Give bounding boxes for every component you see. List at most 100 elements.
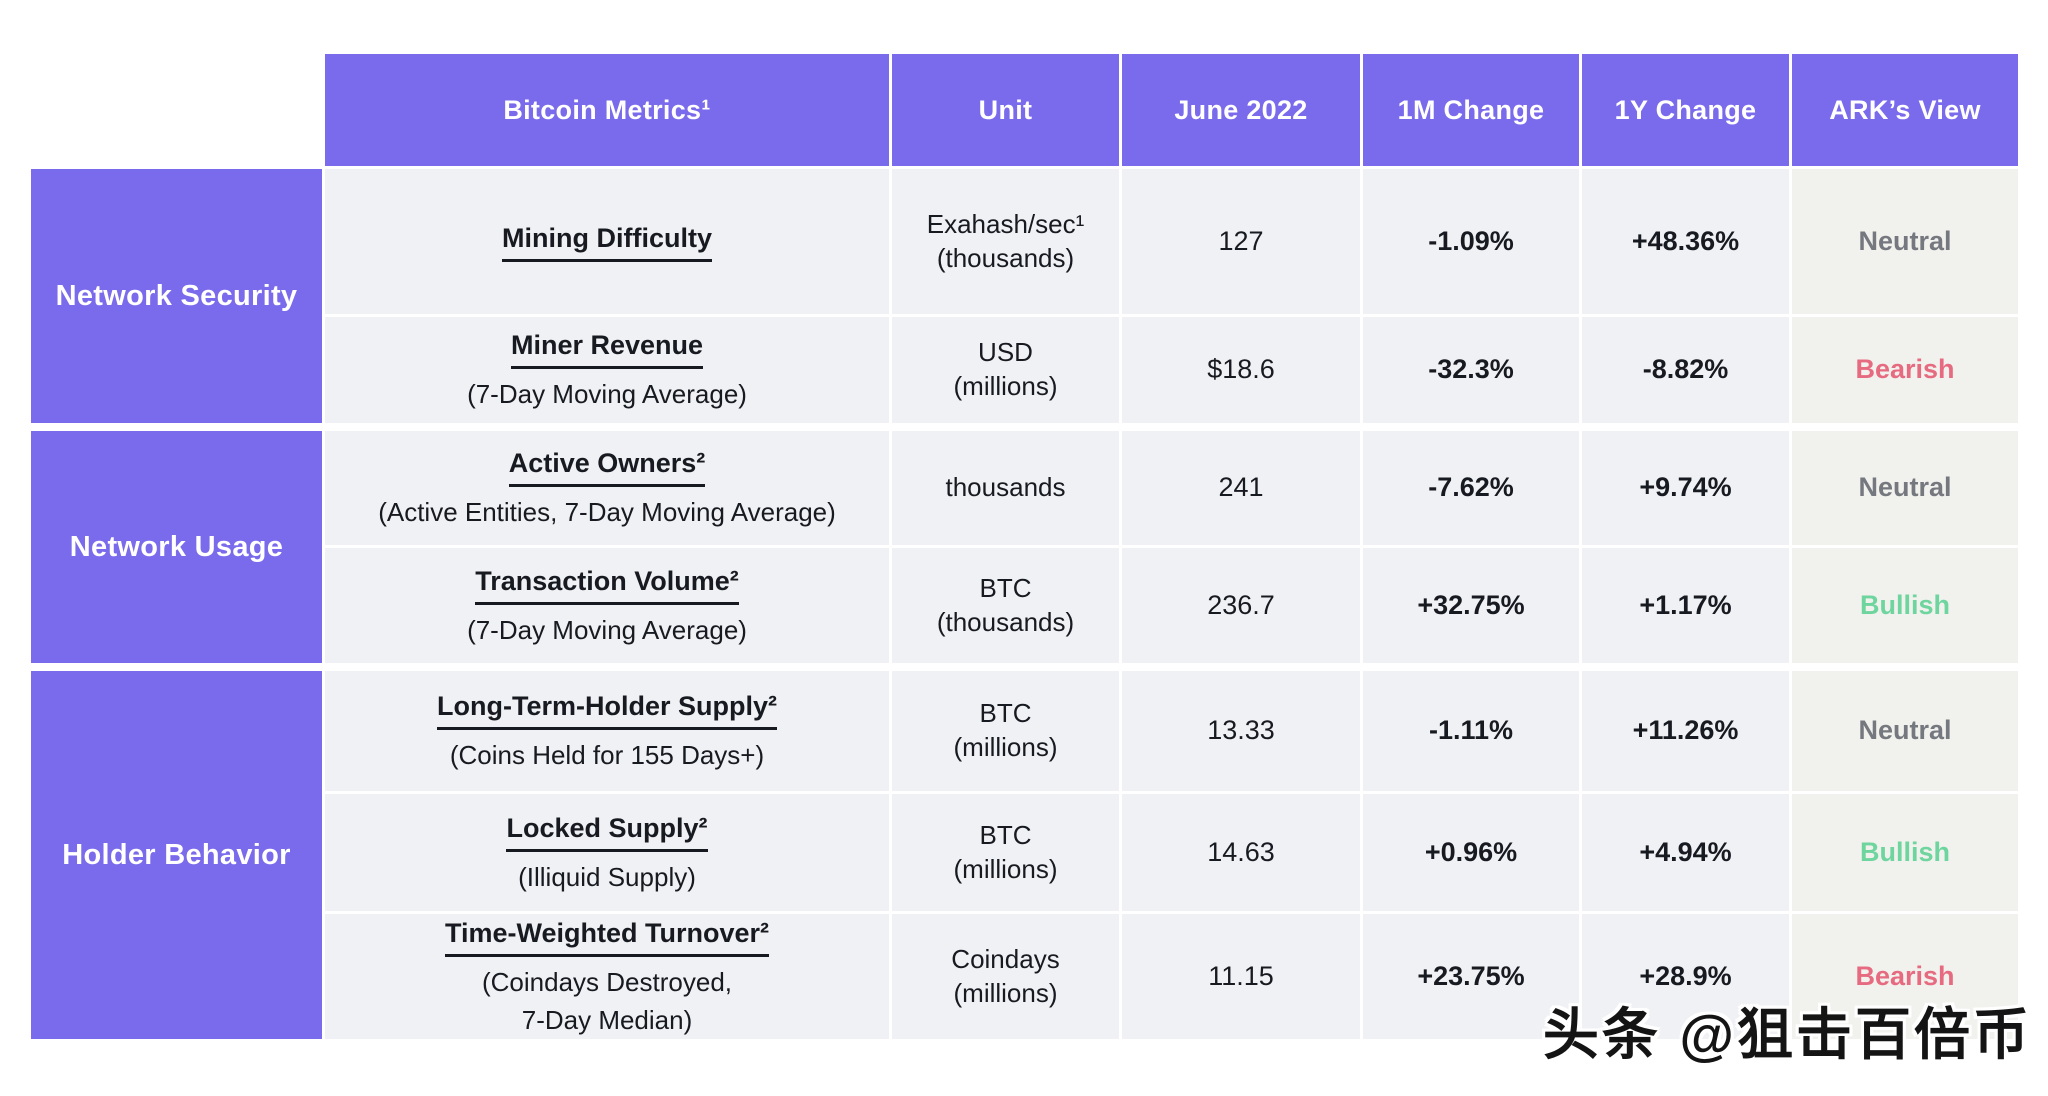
metric-name: Time-Weighted Turnover² [444, 916, 770, 957]
value-cell: 127 [1122, 169, 1360, 314]
unit-line: Coindays [951, 943, 1060, 974]
unit-line: (millions) [953, 853, 1058, 884]
metric-subtitle: 7-Day Median) [521, 1004, 693, 1035]
unit-line: (millions) [953, 371, 1058, 401]
1y-change: +9.74% [1639, 472, 1732, 503]
1m-change: -1.11% [1428, 715, 1514, 746]
unit-line: Exahash/sec¹ [926, 208, 1085, 239]
value-cell: 236.7 [1122, 548, 1360, 663]
unit-line: BTC [979, 819, 1032, 850]
1y-change: +48.36% [1631, 225, 1740, 256]
metric-name: Long-Term-Holder Supply² [437, 689, 777, 731]
ark-view-cell: Bearish [1792, 317, 2018, 423]
1y-change: -8.82% [1642, 354, 1729, 385]
value: 11.15 [1208, 960, 1274, 991]
metric-name: Transaction Volume² [475, 564, 739, 605]
metric-cell-transaction-volume: Transaction Volume² (7-Day Moving Averag… [325, 548, 889, 663]
ark-view-label: Neutral [1858, 472, 1952, 503]
ark-view-label: Bullish [1859, 589, 1950, 620]
1y-change-cell: +9.74% [1582, 431, 1789, 545]
toutiao-watermark: 头条 @狙击百倍币 [1542, 1003, 2032, 1066]
metric-cell-mining-difficulty: Mining Difficulty [325, 169, 889, 314]
value-cell: 11.15 [1122, 914, 1360, 1039]
metric-cell-long-term-holder-supply: Long-Term-Holder Supply² (Coins Held for… [325, 671, 889, 791]
ark-view-label: Neutral [1858, 225, 1952, 256]
group-network-usage: Network Usage [31, 431, 322, 663]
unit-cell: thousands [892, 431, 1119, 545]
header-june-2022: June 2022 [1122, 54, 1360, 166]
ark-view-label: Bearish [1855, 960, 1955, 991]
unit-line: (millions) [953, 977, 1058, 1008]
metric-name: Miner Revenue [510, 328, 704, 370]
1m-change-cell: -7.62% [1363, 431, 1579, 545]
unit-line: USD [978, 337, 1033, 368]
1y-change: +1.17% [1639, 589, 1732, 620]
header-1m-change: 1M Change [1363, 54, 1579, 166]
unit-line: thousands [945, 472, 1066, 503]
metric-name: Locked Supply² [506, 811, 708, 852]
value: $18.6 [1207, 354, 1275, 385]
1y-change-cell: +28.9% [1582, 914, 1789, 1039]
value-cell: $18.6 [1122, 317, 1360, 423]
ark-view-label: Neutral [1858, 715, 1952, 746]
value: 127 [1218, 225, 1264, 256]
1y-change-cell: -8.82% [1582, 317, 1789, 423]
1y-change: +4.94% [1639, 836, 1732, 867]
unit-cell: USD (millions) [892, 317, 1119, 423]
value: 236.7 [1207, 589, 1275, 620]
1m-change-cell: -32.3% [1363, 317, 1579, 423]
metric-name: Active Owners² [508, 446, 706, 488]
1y-change: +11.26% [1632, 715, 1739, 746]
1m-change: +32.75% [1417, 589, 1525, 620]
metric-subtitle: (7-Day Moving Average) [467, 614, 747, 645]
group-network-security: Network Security [31, 169, 322, 423]
metric-subtitle: (7-Day Moving Average) [467, 379, 747, 410]
unit-cell: BTC (thousands) [892, 548, 1119, 663]
value: 14.63 [1207, 836, 1275, 867]
group-holder-behavior: Holder Behavior [31, 671, 322, 1039]
ark-view-label: Bearish [1855, 354, 1955, 385]
metric-subtitle: (Coindays Destroyed, [482, 966, 732, 997]
header-bitcoin-metrics: Bitcoin Metrics¹ [325, 54, 889, 166]
value-cell: 14.63 [1122, 794, 1360, 911]
1y-change-cell: +11.26% [1582, 671, 1789, 791]
1y-change-cell: +1.17% [1582, 548, 1789, 663]
ark-view-cell: Bullish [1792, 794, 2018, 911]
metric-subtitle: (Coins Held for 155 Days+) [449, 740, 765, 771]
ark-view-label: Bullish [1859, 836, 1950, 867]
value: 241 [1218, 472, 1264, 503]
value-cell: 241 [1122, 431, 1360, 545]
1m-change-cell: -1.09% [1363, 169, 1579, 314]
unit-cell: BTC (millions) [892, 671, 1119, 791]
ark-view-cell: Neutral [1792, 169, 2018, 314]
unit-cell: BTC (millions) [892, 794, 1119, 911]
metric-cell-time-weighted-turnover: Time-Weighted Turnover² (Coindays Destro… [325, 914, 889, 1039]
1m-change-cell: +0.96% [1363, 794, 1579, 911]
metric-subtitle: (Illiquid Supply) [518, 861, 696, 892]
1m-change: -7.62% [1428, 472, 1514, 503]
unit-cell: Coindays (millions) [892, 914, 1119, 1039]
1y-change-cell: +48.36% [1582, 169, 1789, 314]
value: 13.33 [1207, 715, 1275, 746]
1m-change: -1.09% [1428, 225, 1514, 256]
1y-change-cell: +4.94% [1582, 794, 1789, 911]
1m-change: +23.75% [1417, 960, 1525, 991]
unit-line: BTC [979, 698, 1032, 729]
metric-cell-miner-revenue: Miner Revenue (7-Day Moving Average) [325, 317, 889, 423]
unit-line: (millions) [953, 732, 1058, 762]
1m-change-cell: +32.75% [1363, 548, 1579, 663]
1m-change: -32.3% [1428, 354, 1514, 385]
metric-cell-locked-supply: Locked Supply² (Illiquid Supply) [325, 794, 889, 911]
ark-view-cell: Neutral [1792, 431, 2018, 545]
header-arks-view: ARK’s View [1792, 54, 2018, 166]
ark-view-cell: Bearish [1792, 914, 2018, 1039]
1m-change: +0.96% [1424, 836, 1518, 867]
unit-cell: Exahash/sec¹ (thousands) [892, 169, 1119, 314]
value-cell: 13.33 [1122, 671, 1360, 791]
header-1y-change: 1Y Change [1582, 54, 1789, 166]
metric-name: Mining Difficulty [502, 221, 712, 263]
metric-cell-active-owners: Active Owners² (Active Entities, 7-Day M… [325, 431, 889, 545]
ark-view-cell: Bullish [1792, 548, 2018, 663]
unit-line: BTC [979, 572, 1032, 603]
bitcoin-metrics-table: Bitcoin Metrics¹ Unit June 2022 1M Chang… [31, 54, 2018, 1039]
